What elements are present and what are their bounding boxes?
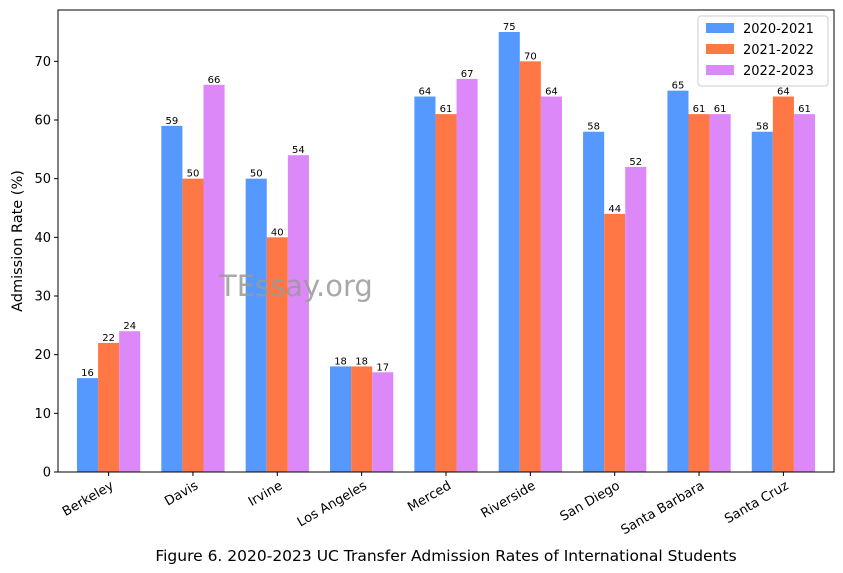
bar-value-label: 75 [503,22,516,33]
bar [667,90,689,473]
bar [604,213,626,472]
bar-labels-layer: 16 59 50 18 64 75 58 65 58 22 50 40 18 61 70 44 61 64 24 66… [81,22,811,379]
bar-value-label: 66 [208,75,221,86]
bar [688,114,710,472]
y-tick-label: 20 [34,348,51,363]
bar [266,237,288,472]
x-tick-label: Los Angeles [295,478,370,530]
bar-value-label: 54 [292,145,305,156]
x-tick-label: Berkeley [60,478,117,519]
bar [351,366,373,472]
bar [751,131,773,473]
legend-label: 2020-2021 [743,22,814,37]
watermark-text: TEssay.org [218,269,373,303]
bar [625,166,647,472]
bar-value-label: 17 [376,362,389,373]
bar-value-label: 59 [166,116,179,127]
bar-value-label: 64 [419,87,432,98]
x-tick-label: Santa Cruz [722,478,791,527]
y-tick-label: 50 [34,172,51,187]
bar [203,84,225,473]
bar-value-label: 70 [524,51,537,62]
bar-value-label: 50 [187,169,200,180]
bar [119,331,141,472]
figure-caption: Figure 6. 2020-2023 UC Transfer Admissio… [155,547,736,565]
bar [330,366,352,472]
bar-value-label: 50 [250,169,263,180]
bar [793,114,816,472]
legend-swatch [706,65,734,75]
y-tick-label: 10 [34,407,51,422]
legend-label: 2021-2022 [743,43,814,58]
bar-value-label: 61 [693,104,706,115]
bar [98,342,120,472]
bar-value-label: 52 [629,157,642,168]
bar [519,61,541,472]
x-tick-label: Davis [162,478,201,509]
x-tick-label: San Diego [558,478,623,524]
bar-value-label: 40 [271,227,284,238]
bar-value-label: 24 [123,321,136,332]
bar [456,78,478,473]
bar [161,125,183,473]
bar-value-label: 16 [81,368,94,379]
legend-swatch [706,44,734,54]
y-tick-label: 30 [34,290,51,305]
bar [498,32,520,472]
bar [287,155,309,472]
bar [435,114,457,472]
bar-value-label: 22 [102,333,115,344]
bar [372,372,394,472]
bar-value-label: 61 [440,104,453,115]
legend-swatch [706,23,734,33]
bar-value-label: 44 [608,204,621,215]
bar-value-label: 58 [756,122,769,133]
bar-value-label: 18 [334,356,347,367]
legend-label: 2022-2023 [743,64,814,79]
x-tick-label: Irvine [246,478,285,509]
bar [182,178,204,473]
bar [76,378,99,472]
bar [245,178,267,473]
bar-value-label: 61 [798,104,811,115]
y-tick-label: 70 [34,55,51,70]
bar [772,96,794,472]
bar-value-label: 64 [545,87,558,98]
bar-value-label: 58 [587,122,600,133]
bars-layer [76,32,816,473]
bar [414,96,436,472]
bar-value-label: 61 [714,104,727,115]
bar [709,114,731,472]
y-tick-label: 40 [34,231,51,246]
x-tick-label: Merced [405,478,454,515]
bar-value-label: 64 [777,87,790,98]
legend: 2020-2021 2021-2022 2022-2023 [697,15,829,87]
y-tick-label: 0 [43,466,51,481]
x-tick-label: Riverside [479,478,539,521]
bar [583,131,605,473]
x-tick-label: Santa Barbara [619,478,707,538]
y-axis-title: Admission Rate (%) [10,170,26,312]
bar [540,96,562,472]
bar-value-label: 67 [461,69,474,80]
bar-value-label: 18 [355,356,368,367]
bar-value-label: 65 [672,81,685,92]
y-tick-label: 60 [34,114,51,129]
